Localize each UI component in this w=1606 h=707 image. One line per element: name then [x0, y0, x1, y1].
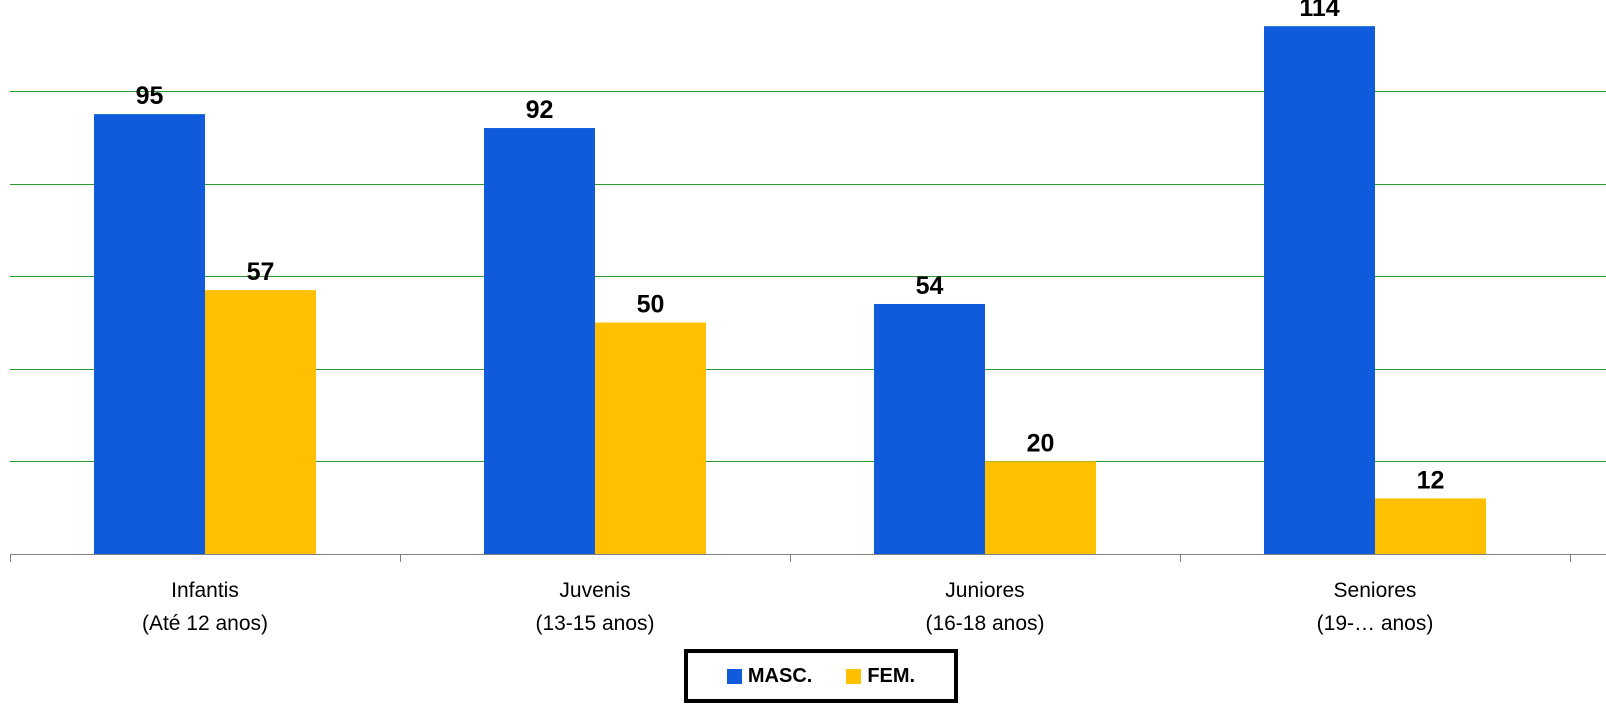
data-label: 12 [1417, 466, 1445, 494]
x-tick-label: (16-18 anos) [925, 612, 1044, 635]
data-label: 50 [637, 291, 665, 319]
data-label: 20 [1027, 429, 1055, 457]
legend-swatch-masc [726, 668, 742, 684]
data-label: 57 [247, 258, 275, 286]
bar-fem [1375, 498, 1486, 554]
x-tick-label: (19-… anos) [1317, 612, 1434, 635]
data-label: 92 [526, 96, 554, 124]
legend-item-masc: MASC. [726, 664, 813, 688]
x-tick-label: Juniores [945, 579, 1024, 602]
data-label: 54 [916, 272, 944, 300]
bar-fem [205, 290, 316, 554]
bar-fem [985, 461, 1096, 554]
legend-item-fem: FEM. [846, 665, 915, 688]
legend-swatch-fem [846, 668, 862, 684]
legend-label-fem: FEM. [867, 664, 916, 687]
chart-legend: MASC. FEM. [684, 649, 958, 703]
legend-label-masc: MASC. [747, 664, 813, 687]
bar-masc [94, 114, 205, 555]
x-tick-label: Seniores [1334, 579, 1417, 602]
data-label: 114 [1299, 0, 1339, 22]
x-tick-label: (Até 12 anos) [142, 612, 268, 635]
x-tick-label: Juvenis [559, 579, 630, 602]
data-label: 95 [136, 82, 164, 110]
bar-fem [595, 322, 706, 554]
bar-masc [874, 303, 985, 554]
x-tick-label: Infantis [171, 579, 239, 602]
x-tick-label: (13-15 anos) [535, 612, 654, 635]
bar-masc [484, 128, 595, 555]
bar-masc [1264, 26, 1375, 555]
